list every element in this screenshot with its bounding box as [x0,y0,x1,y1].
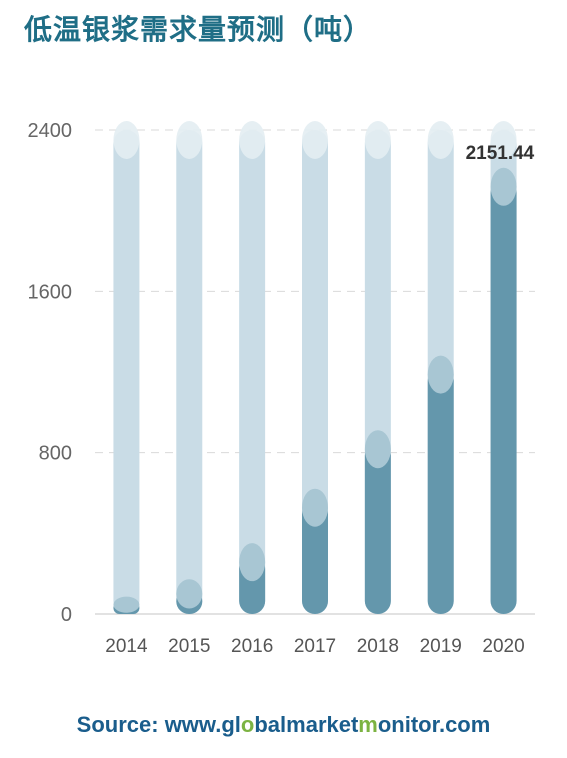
bar-track-cap [176,121,203,159]
x-tick-label: 2015 [168,636,210,657]
bar-cap [490,167,517,206]
y-tick-label: 800 [39,443,72,465]
bar [302,501,328,614]
bar [427,367,454,614]
source-domain-part2: bal [254,712,287,737]
bar-cap [302,488,328,527]
bar-track-cap [427,121,454,159]
x-tick-label: 2019 [420,636,462,657]
bar-track-cap [490,121,517,159]
x-tick-label: 2017 [294,636,336,657]
x-tick-label: 2018 [357,636,399,657]
source-domain-part3: market [286,712,359,737]
bar-cap [176,579,203,609]
bar-track-cap [113,121,140,159]
source-domain-o2: m [358,712,378,737]
source-credit: Source: www.globalmarketmonitor.com [0,712,567,738]
y-tick-label: 0 [61,604,72,626]
bar-cap [427,355,454,394]
bar-track [239,130,266,614]
bar-track [113,130,140,614]
source-prefix: Source: www. [76,712,222,737]
bar-track-cap [302,121,328,159]
source-domain-part1: gl [221,712,241,737]
y-tick-label: 1600 [28,281,73,303]
source-domain-part4: onitor.com [377,712,491,737]
bar-chart: 0 800 1600 2400 2014 2015 2016 2017 2018 2019 2020… [28,120,535,657]
bar [490,180,517,614]
bar-track-cap [364,121,391,159]
bar-cap [364,430,391,469]
chart-title: 低温银浆需求量预测（吨） [24,13,373,46]
bar-track-cap [239,121,266,159]
x-tick-label: 2016 [231,636,273,657]
bar-track [176,130,203,614]
bar-cap [113,596,140,613]
x-tick-label: 2014 [105,636,148,657]
x-tick-label: 2020 [482,636,524,657]
y-tick-label: 2400 [28,120,73,142]
source-domain-o1: o [240,712,255,737]
data-label: 2151.44 [466,143,535,164]
bar-cap [239,543,266,582]
bar [364,442,391,614]
